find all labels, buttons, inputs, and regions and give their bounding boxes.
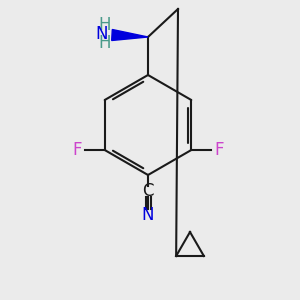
Text: H: H — [99, 34, 111, 52]
Text: C: C — [142, 182, 154, 200]
Text: F: F — [72, 141, 81, 159]
Polygon shape — [112, 29, 148, 40]
Text: H: H — [99, 16, 111, 34]
Text: F: F — [214, 141, 224, 159]
Text: N: N — [142, 206, 154, 224]
Text: N: N — [96, 25, 108, 43]
